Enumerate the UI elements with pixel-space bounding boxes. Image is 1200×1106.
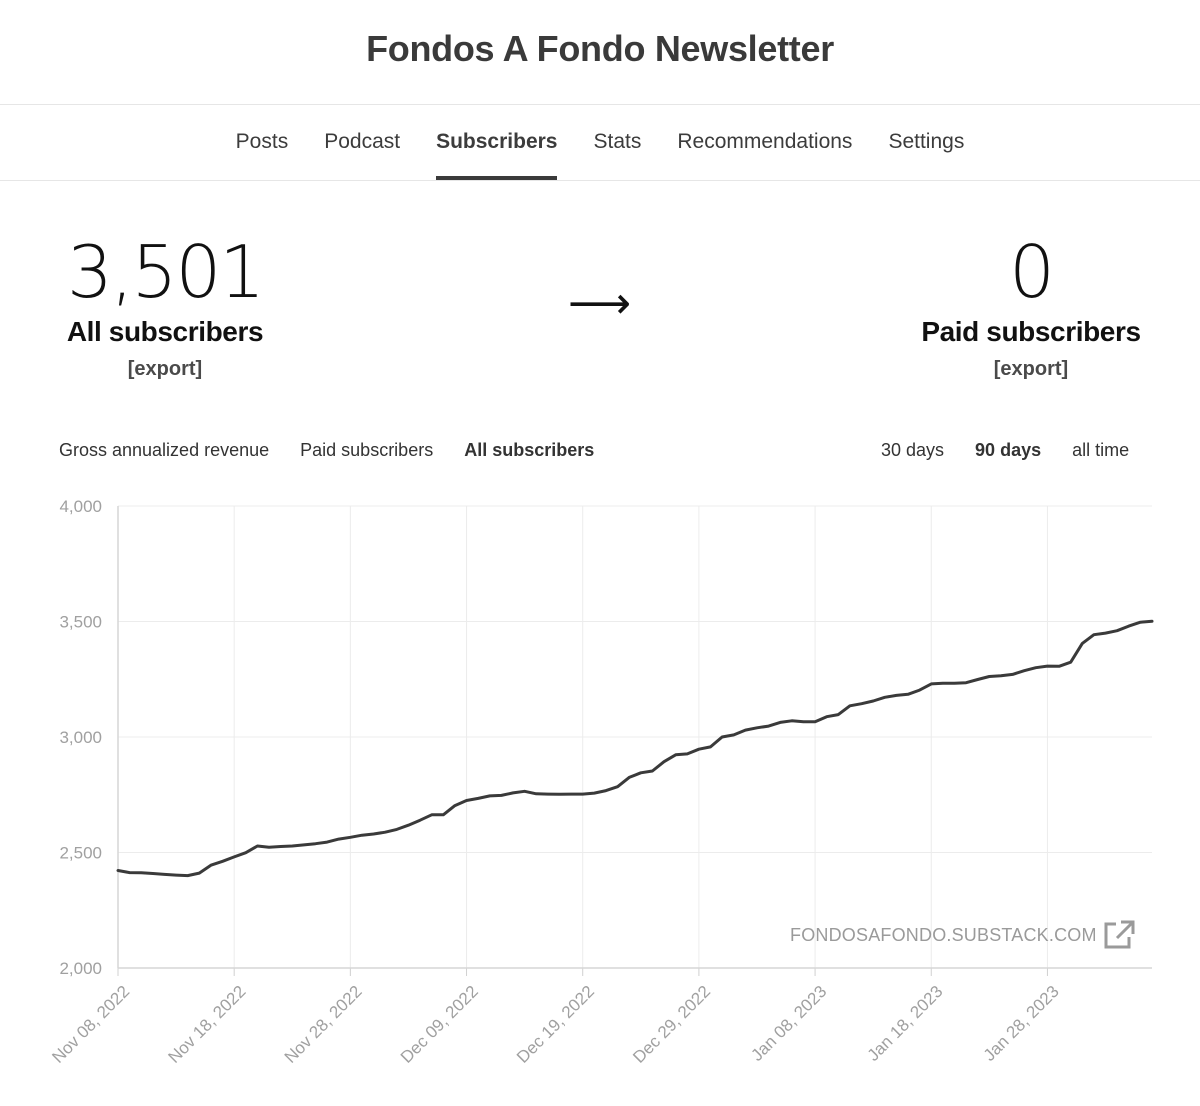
paid-subscribers-label: Paid subscribers — [921, 316, 1141, 347]
tab-posts[interactable]: Posts — [235, 130, 289, 153]
tabs-divider — [0, 180, 1200, 181]
watermark-text: FONDOSAFONDO.SUBSTACK.COM — [790, 924, 1097, 945]
right-arrow-icon: ⟶ — [568, 278, 632, 329]
x-tick-label: Nov 28, 2022 — [281, 982, 366, 1067]
chart-series — [116, 619, 1154, 878]
x-tick-label: Jan 08, 2023 — [747, 982, 830, 1065]
x-tick-label: Nov 18, 2022 — [165, 982, 250, 1067]
subscribers-line-chart: 2,000 2,500 3,000 3,500 4,000 Nov 08, 2022 Nov… — [48, 497, 1154, 1067]
tab-podcast[interactable]: Podcast — [324, 130, 401, 153]
tab-subscribers[interactable]: Subscribers — [436, 106, 558, 180]
range-all-time[interactable]: all time — [1072, 440, 1130, 460]
x-tick-label: Dec 09, 2022 — [397, 982, 482, 1067]
tab-recommendations[interactable]: Recommendations — [677, 130, 853, 153]
publication-title: Fondos A Fondo Newsletter — [366, 28, 834, 69]
main-tabs: Posts Podcast Subscribers Stats Recommen… — [0, 106, 1200, 180]
x-tick-label: Jan 18, 2023 — [864, 982, 947, 1065]
range-30-days[interactable]: 30 days — [881, 440, 945, 460]
export-all-subscribers-link[interactable]: [export] — [127, 358, 203, 380]
all-subscribers-summary: 3,501 All subscribers [export] — [40, 236, 290, 381]
paid-subscribers-count: 0 — [1009, 230, 1055, 314]
publication-url-watermark[interactable]: FONDOSAFONDO.SUBSTACK.COM — [790, 920, 1135, 950]
x-tick-label: Dec 19, 2022 — [513, 982, 598, 1067]
header-divider — [0, 104, 1200, 105]
x-tick-label: Jan 28, 2023 — [980, 982, 1063, 1065]
external-link-icon — [1104, 920, 1135, 949]
chart-axes: 2,000 2,500 3,000 3,500 4,000 Nov 08, 2022 Nov… — [48, 497, 1152, 1067]
filter-paid-subscribers[interactable]: Paid subscribers — [300, 440, 434, 460]
y-tick-label: 3,500 — [59, 613, 102, 632]
range-90-days[interactable]: 90 days — [975, 440, 1042, 460]
chart-grid — [117, 505, 1152, 968]
all-subscribers-count: 3,501 — [66, 230, 265, 314]
metric-filter: Gross annualized revenue Paid subscriber… — [59, 440, 594, 461]
filter-gross-annualized-revenue[interactable]: Gross annualized revenue — [59, 440, 270, 460]
filter-all-subscribers[interactable]: All subscribers — [464, 440, 595, 460]
x-tick-label: Nov 08, 2022 — [48, 982, 133, 1067]
paid-subscribers-summary: 0 Paid subscribers [export] — [900, 236, 1162, 381]
all-subscribers-label: All subscribers — [66, 316, 264, 347]
y-tick-label: 2,000 — [59, 959, 102, 978]
all-subscribers-series-line — [116, 619, 1154, 878]
range-filter: 30 days 90 days all time — [881, 440, 1129, 461]
export-paid-subscribers-link[interactable]: [export] — [993, 358, 1069, 380]
y-tick-label: 3,000 — [59, 728, 102, 747]
y-tick-label: 4,000 — [59, 497, 102, 516]
y-tick-label: 2,500 — [59, 844, 102, 863]
tab-settings[interactable]: Settings — [888, 130, 965, 153]
tab-stats[interactable]: Stats — [593, 130, 642, 153]
x-tick-label: Dec 29, 2022 — [629, 982, 714, 1067]
